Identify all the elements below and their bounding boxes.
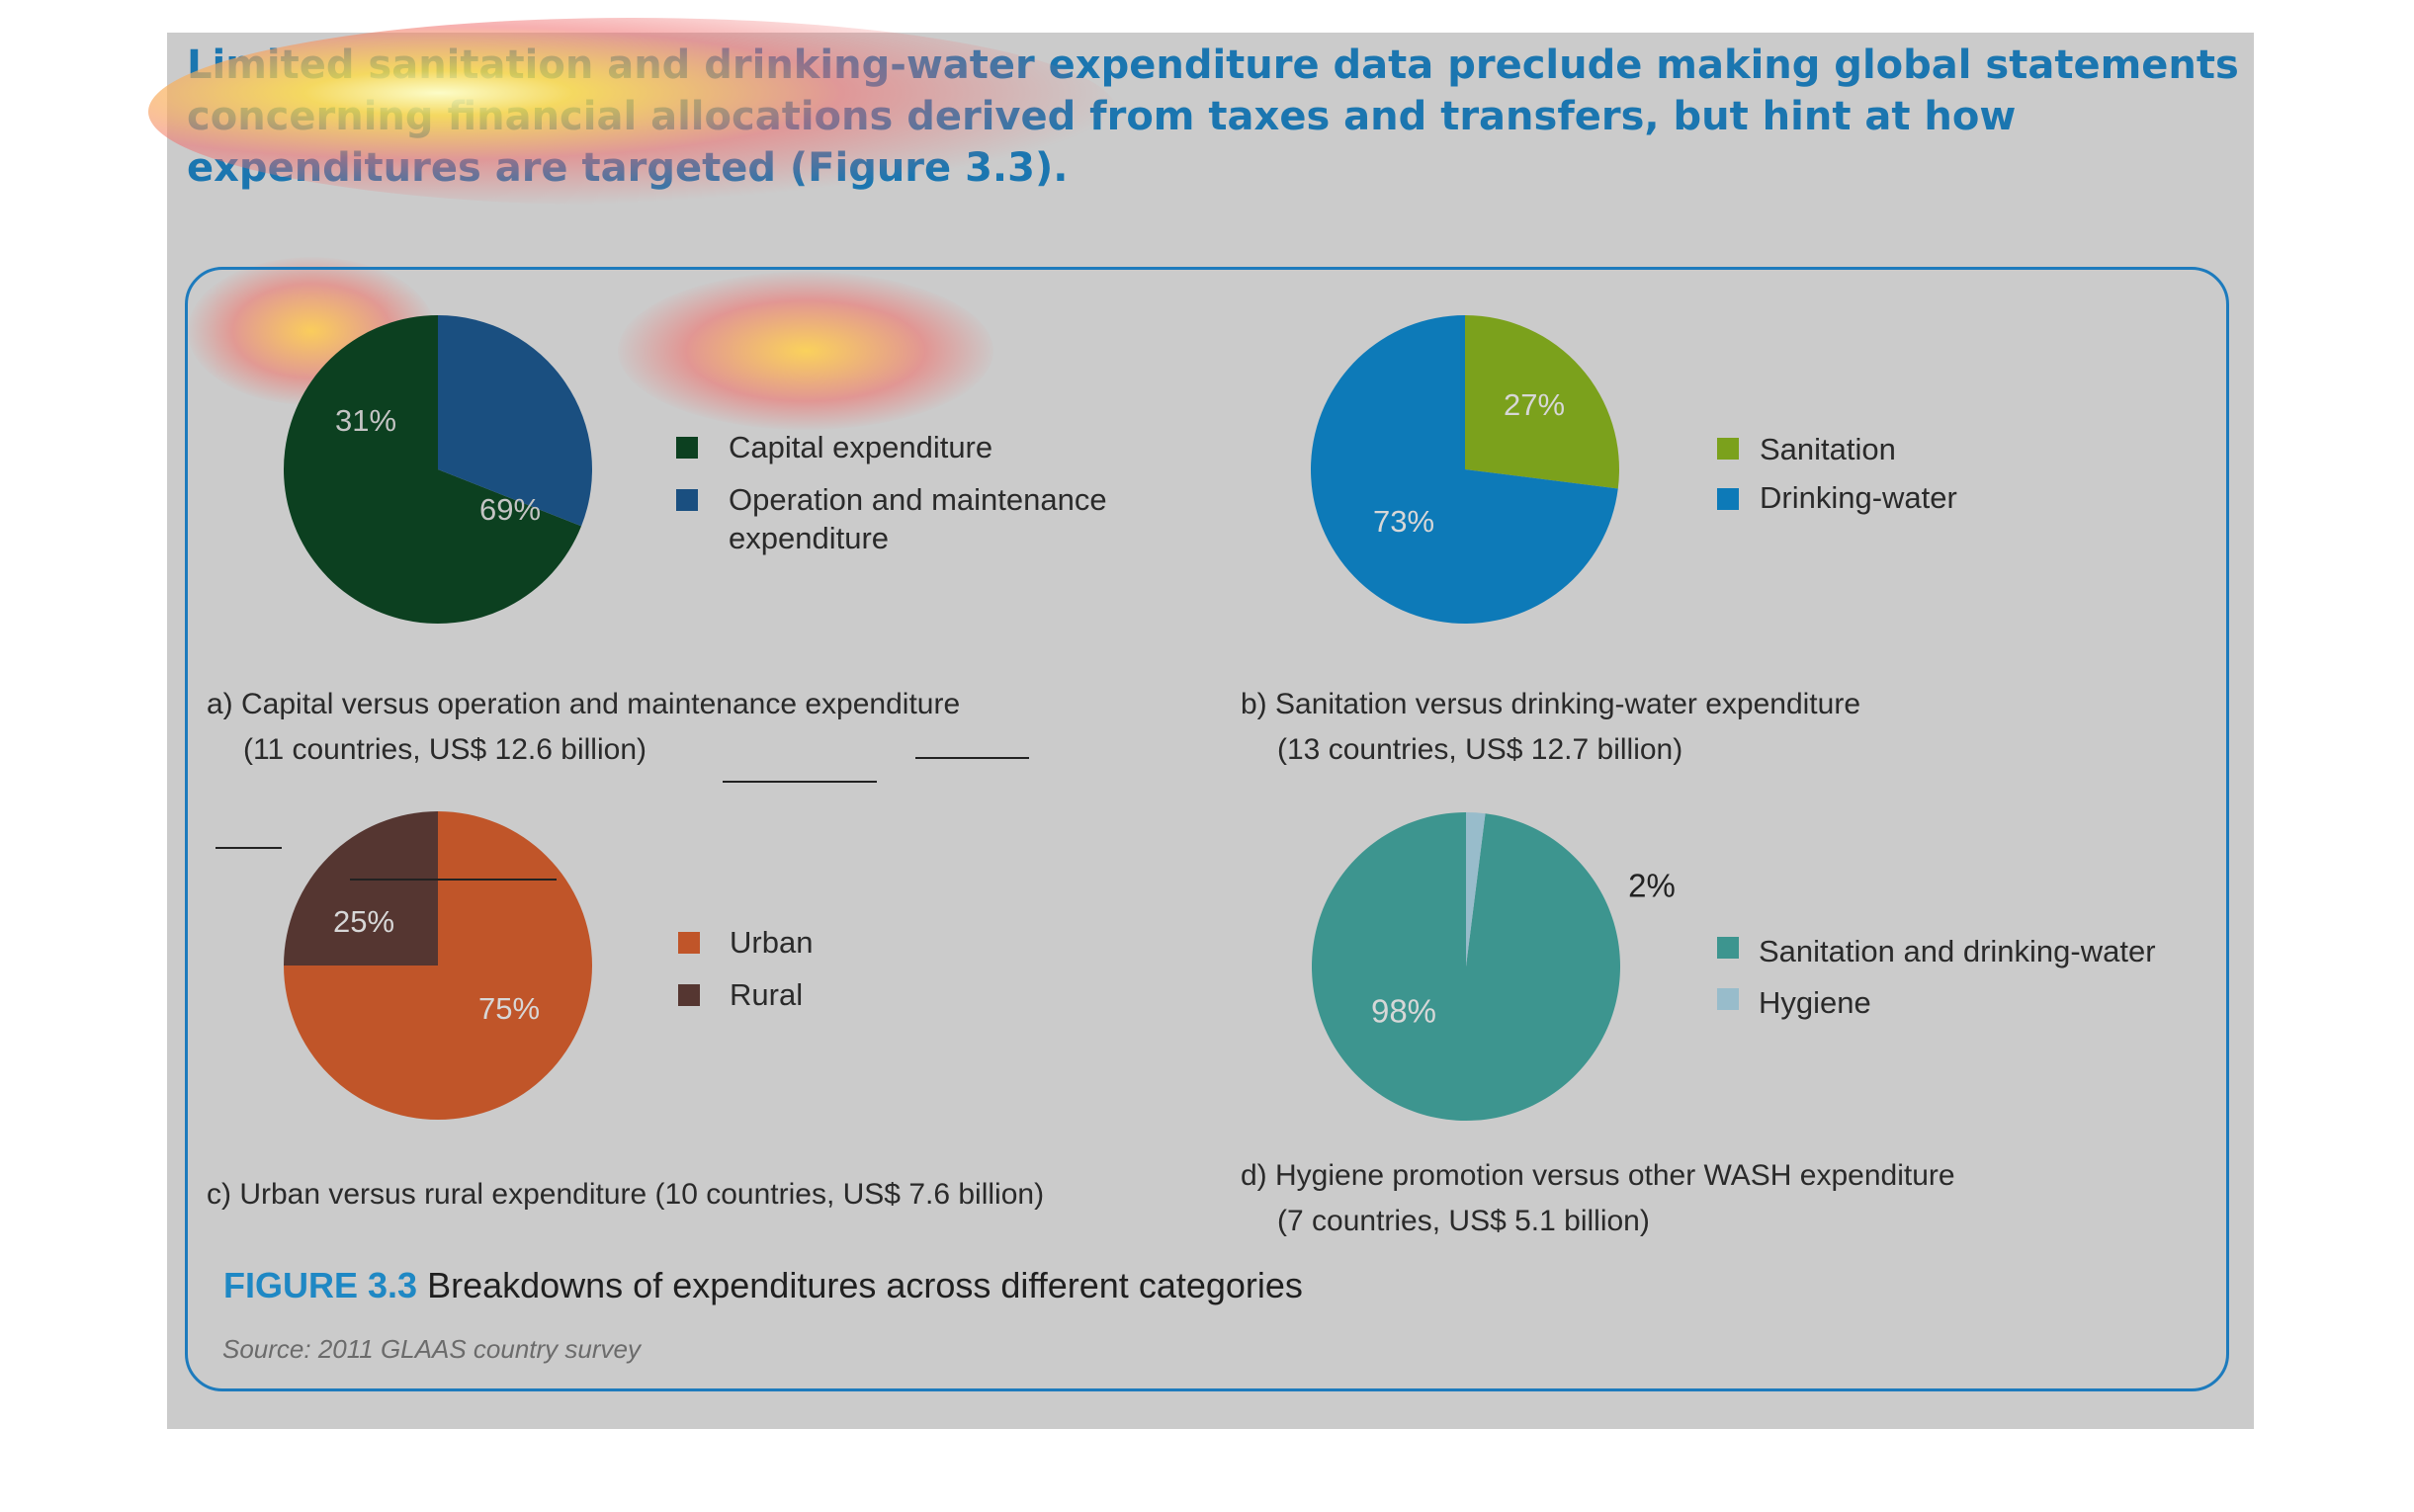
pie-slice — [284, 315, 582, 624]
legend-label-rural: Rural — [730, 977, 804, 1012]
pie-slice — [438, 315, 593, 527]
legend-label-urban: Urban — [730, 925, 814, 960]
pie-slice — [1311, 315, 1618, 624]
pie-slice — [1311, 812, 1620, 1121]
legend-label-operation: Operation and maintenance expenditure — [729, 482, 1107, 555]
pie-slice — [1465, 315, 1619, 489]
legend-swatch-hygiene — [1717, 988, 1739, 1010]
slice-value-label: 25% — [333, 904, 394, 939]
chart-caption-b-line1: b) Sanitation versus drinking-water expe… — [1241, 688, 1860, 720]
divider-line — [216, 847, 282, 849]
legend-swatch-urban — [678, 932, 700, 954]
chart-caption-a-line1: a) Capital versus operation and maintena… — [207, 688, 961, 720]
chart-caption-d: d) Hygiene promotion versus other WASH e… — [1241, 1153, 1955, 1244]
figure-panel — [167, 33, 2254, 1429]
legend-swatch-sanitation — [1717, 438, 1739, 460]
figure-number: FIGURE 3.3 — [223, 1265, 418, 1305]
slice-value-label: 27% — [1504, 387, 1565, 422]
chart-caption-a-line2: (11 countries, US$ 12.6 billion) — [243, 733, 647, 766]
divider-line — [915, 757, 1029, 759]
slice-value-label: 31% — [335, 403, 396, 438]
slice-value-label: 73% — [1373, 504, 1434, 539]
figure-source: Source: 2011 GLAAS country survey — [222, 1334, 641, 1364]
legend-swatch-rural — [678, 984, 700, 1006]
figure-title: FIGURE 3.3 Breakdowns of expenditures ac… — [223, 1265, 1303, 1306]
legend-swatch-drinking-water — [1717, 488, 1739, 510]
legend-label-drinking-water: Drinking-water — [1760, 480, 1957, 515]
divider-line — [350, 879, 557, 881]
chart-caption-b-line2: (13 countries, US$ 12.7 billion) — [1277, 733, 1683, 766]
legend-label-capital: Capital expenditure — [729, 430, 993, 464]
legend-swatch-capital — [676, 437, 698, 459]
figure-frame — [185, 267, 2229, 1391]
chart-caption-a: a) Capital versus operation and maintena… — [207, 682, 960, 773]
slice-value-label: 69% — [479, 492, 541, 527]
pie-slice — [1466, 812, 1486, 966]
figure-title-text: Breakdowns of expenditures across differ… — [427, 1265, 1303, 1305]
chart-caption-c-line1: c) Urban versus rural expenditure (10 co… — [207, 1178, 1045, 1211]
legend-label-sanitation: Sanitation — [1760, 432, 1896, 466]
pie-slice — [284, 811, 438, 966]
slice-value-label: 98% — [1371, 993, 1436, 1030]
slice-value-label: 75% — [478, 991, 540, 1026]
chart-caption-d-line2: (7 countries, US$ 5.1 billion) — [1277, 1205, 1650, 1237]
legend-label-hygiene: Hygiene — [1759, 985, 1871, 1020]
chart-caption-b: b) Sanitation versus drinking-water expe… — [1241, 682, 1860, 773]
legend-swatch-sanitation-drinking-water — [1717, 937, 1739, 959]
divider-line — [723, 781, 877, 783]
legend-swatch-operation — [676, 489, 698, 511]
chart-caption-c: c) Urban versus rural expenditure (10 co… — [207, 1172, 1044, 1218]
slice-value-label: 2% — [1628, 868, 1676, 904]
legend-label-sanitation-drinking-water: Sanitation and drinking-water — [1759, 934, 2156, 968]
chart-caption-d-line1: d) Hygiene promotion versus other WASH e… — [1241, 1159, 1955, 1192]
